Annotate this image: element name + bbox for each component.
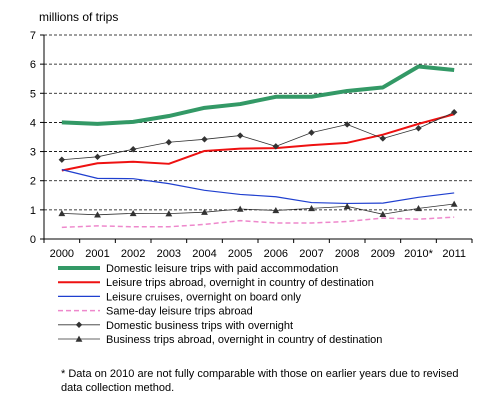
y-tick-label: 4 [30,117,36,129]
legend-item: Business trips abroad, overnight in coun… [58,334,382,346]
data-point [272,143,280,150]
x-tick-label: 2001 [85,248,109,260]
y-tick-label: 5 [30,88,36,100]
x-tick-label: 2003 [157,248,181,260]
legend-label: Business trips abroad, overnight in coun… [106,334,382,346]
x-tick-labels: 2000 2001 2002 2003 2004 2005 2006 2007 2008 2009… [50,248,466,260]
x-tick-label: 2002 [121,248,145,260]
series-line [61,113,455,172]
series-line [61,203,455,216]
y-tick-label: 2 [30,176,36,188]
legend-label: Same-day leisure trips abroad [106,306,253,318]
legend-label: Leisure cruises, overnight on board only [106,291,302,303]
legend-item: Same-day leisure trips abroad [58,306,253,318]
data-point [236,205,244,212]
x-tick-label: 2000 [50,248,74,260]
series-3 [61,169,455,205]
data-point [201,208,208,215]
x-tick-label: 2004 [192,248,216,260]
series-line [61,64,455,126]
legend-label: Domestic leisure trips with paid accommo… [106,263,338,275]
x-tick-label: 2009 [371,248,395,260]
data-point [308,129,315,136]
x-tick-label: 2008 [335,248,359,260]
series-5 [58,109,458,163]
data-point [129,146,137,153]
legend-item: Leisure trips abroad, overnight in count… [58,277,374,289]
series-line [61,169,455,205]
y-tick-label: 3 [30,147,36,159]
data-point [165,210,173,217]
series-1 [61,64,455,126]
y-axis-title: millions of trips [39,10,118,24]
data-point [94,153,101,161]
series-4 [61,216,455,229]
data-point [272,207,280,214]
data-point [94,211,101,218]
x-tick-label: 2005 [228,248,252,260]
data-point [165,139,173,146]
series-line [61,111,455,161]
data-point [58,156,66,163]
series-6 [58,200,458,218]
axes [40,34,473,243]
legend-marker [75,321,83,328]
data-point [415,125,422,132]
data-point [379,210,387,217]
x-tick-label: 2011 [442,248,466,260]
legend-marker [75,335,83,342]
x-tick-label: 2006 [264,248,288,260]
data-point [450,109,458,116]
series-2 [61,113,455,172]
data-point [343,202,351,210]
data-point [201,136,208,143]
legend: Domestic leisure trips with paid accommo… [58,263,382,346]
y-tick-labels: 0 1 2 3 4 5 6 7 [30,30,36,246]
x-tick-label: 2007 [299,248,323,260]
series-line [61,216,455,229]
y-tick-label: 0 [30,234,36,246]
y-tick-label: 7 [30,30,36,42]
data-point [58,209,66,217]
legend-item: Leisure cruises, overnight on board only [58,291,302,303]
data-point [379,135,387,142]
data-point [343,121,351,128]
data-point [415,205,422,212]
y-tick-label: 1 [30,205,36,217]
footnote: * Data on 2010 are not fully comparable … [61,368,459,394]
legend-item: Domestic leisure trips with paid accommo… [58,263,338,275]
data-point [236,132,244,139]
data-point [129,209,137,217]
x-tick-label: 2010* [404,248,433,260]
data-point [308,205,315,212]
legend-label: Leisure trips abroad, overnight in count… [106,277,374,289]
legend-item: Domestic business trips with overnight [58,320,293,332]
data-point [450,200,458,207]
y-tick-label: 6 [30,59,36,71]
series-lines [58,64,458,229]
legend-label: Domestic business trips with overnight [106,320,293,332]
